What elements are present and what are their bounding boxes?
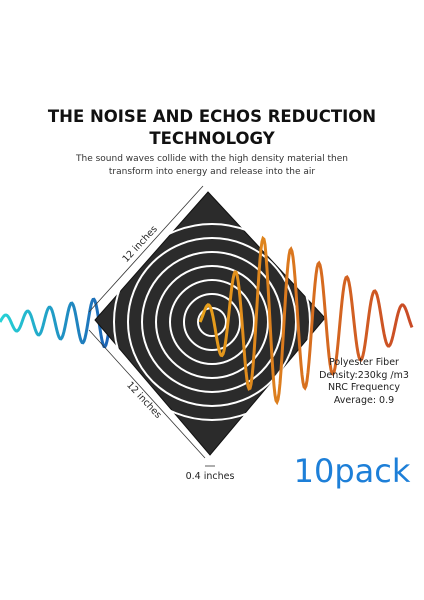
- ring: [113, 223, 311, 421]
- ring: [169, 279, 255, 365]
- ring: [155, 265, 269, 379]
- rings: [113, 223, 311, 421]
- ring: [141, 251, 283, 393]
- dimension-line: [88, 185, 204, 313]
- ring: [127, 237, 297, 407]
- ring: [183, 293, 241, 351]
- spec-line: Average: 0.9: [334, 395, 394, 406]
- panel: [94, 191, 326, 456]
- spec-line: Density:230kg /m3: [319, 370, 409, 381]
- title-line: TECHNOLOGY: [149, 129, 275, 148]
- subtitle-line: The sound waves collide with the high de…: [75, 154, 348, 164]
- dimension-line: [88, 329, 206, 459]
- spec-line: NRC Frequency: [328, 382, 400, 393]
- subtitle-line: transform into energy and release into t…: [109, 167, 316, 177]
- title-line: THE NOISE AND ECHOS REDUCTION: [48, 107, 376, 126]
- badge: 10pack: [294, 452, 411, 490]
- dimension-label: 0.4 inches: [186, 471, 235, 482]
- spec-line: Polyester Fiber: [329, 357, 399, 368]
- blue-wave: [0, 297, 114, 349]
- orange-wave: [198, 235, 414, 406]
